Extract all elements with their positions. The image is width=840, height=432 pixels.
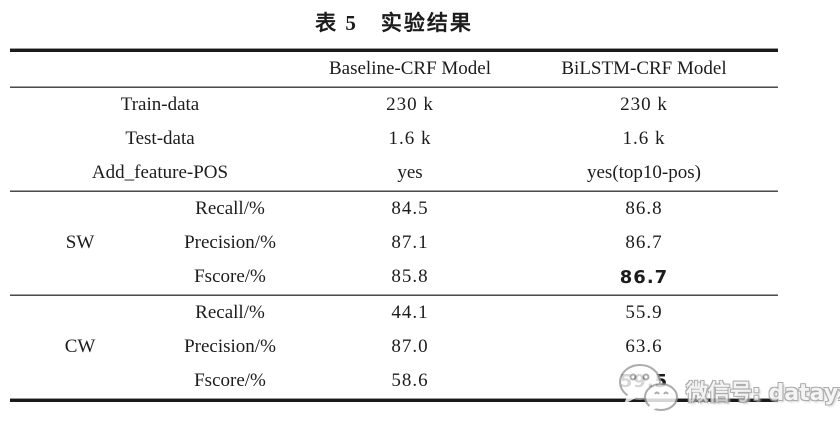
cw-section: CW Recall/% 44.1 55.9 Precision/% 87.0 6… — [10, 296, 778, 398]
baseline-value: 58.6 — [391, 370, 429, 391]
baseline-value: 87.0 — [391, 336, 429, 357]
header-baseline-model: Baseline-CRF Model — [328, 58, 492, 79]
section-rule — [10, 294, 778, 296]
metric-label: Precision/% — [184, 336, 276, 357]
section-rule — [10, 190, 778, 192]
bilstm-value: 63.6 — [625, 336, 663, 357]
sw-section: SW Recall/% 84.5 86.8 Precision/% 87.1 8… — [10, 192, 778, 294]
table-row: Fscore/% 58.6 59.5 — [150, 364, 778, 398]
metric-label: Fscore/% — [194, 370, 266, 391]
baseline-value: 1.6 k — [388, 128, 432, 149]
table-row: Recall/% 44.1 55.9 — [150, 296, 778, 330]
table-row: Add_feature-POS yes yes(top10-pos) — [10, 156, 778, 190]
header-row: Baseline-CRF Model BiLSTM-CRF Model — [10, 52, 778, 86]
header-bilstm-model: BiLSTM-CRF Model — [561, 58, 727, 79]
group-label-cw: CW — [64, 336, 96, 357]
row-label: Train-data — [120, 94, 200, 115]
metric-label: Recall/% — [195, 198, 265, 219]
table-row: Fscore/% 85.8 86.7 — [150, 260, 778, 294]
bilstm-value: 230 k — [620, 94, 668, 115]
table-caption: 表 5 实验结果 — [315, 11, 473, 35]
baseline-value: 87.1 — [391, 232, 429, 253]
table-row: Recall/% 84.5 86.8 — [150, 192, 778, 226]
baseline-value: yes — [397, 162, 423, 183]
bilstm-value: 86.8 — [625, 198, 663, 219]
bilstm-value: 86.7 — [625, 232, 663, 253]
table-row: Precision/% 87.1 86.7 — [150, 226, 778, 260]
baseline-value: 230 k — [386, 94, 434, 115]
baseline-value: 44.1 — [391, 302, 429, 323]
bilstm-value: 55.9 — [625, 302, 663, 323]
table-row: Train-data 230 k 230 k — [10, 88, 778, 122]
bottom-rule — [10, 398, 778, 402]
table-row: Precision/% 87.0 63.6 — [150, 330, 778, 364]
top-rule — [10, 48, 778, 52]
results-table: Baseline-CRF Model BiLSTM-CRF Model Trai… — [10, 48, 778, 402]
bilstm-value-highlight: 86.7 — [619, 266, 669, 288]
table-row: Test-data 1.6 k 1.6 k — [10, 122, 778, 156]
row-label: Test-data — [125, 128, 195, 149]
baseline-value: 84.5 — [391, 198, 429, 219]
metric-label: Recall/% — [195, 302, 265, 323]
bilstm-value: 1.6 k — [622, 128, 666, 149]
baseline-value: 85.8 — [391, 266, 429, 287]
metric-label: Precision/% — [184, 232, 276, 253]
bilstm-value: yes(top10-pos) — [587, 162, 701, 183]
metric-label: Fscore/% — [194, 266, 266, 287]
bilstm-value-highlight: 59.5 — [619, 370, 669, 392]
row-label: Add_feature-POS — [91, 162, 229, 183]
group-label-sw: SW — [65, 232, 95, 253]
header-rule — [10, 86, 778, 88]
